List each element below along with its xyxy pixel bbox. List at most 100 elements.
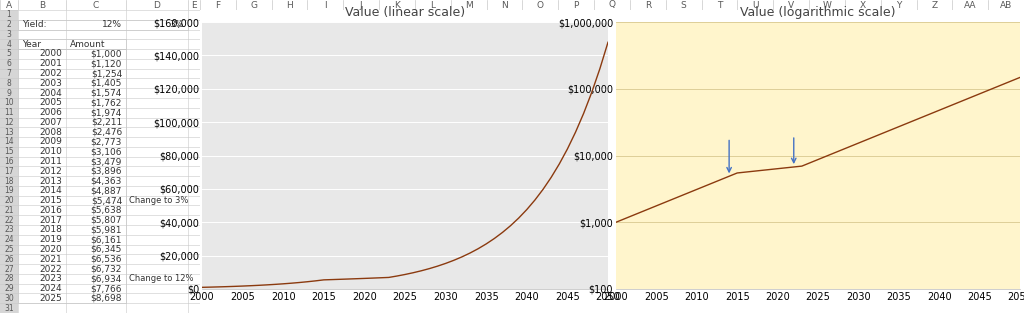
Text: $8,698: $8,698 (90, 294, 122, 303)
Text: $6,536: $6,536 (90, 255, 122, 264)
Text: B: B (39, 1, 45, 9)
Text: 2000: 2000 (39, 49, 62, 59)
Text: 2004: 2004 (39, 89, 62, 98)
Text: 26: 26 (4, 255, 13, 264)
Text: $1,254: $1,254 (91, 69, 122, 78)
Text: 2002: 2002 (39, 69, 62, 78)
Text: W: W (822, 1, 831, 9)
Text: 12: 12 (4, 118, 13, 127)
Text: $5,807: $5,807 (90, 216, 122, 225)
Text: 28: 28 (4, 274, 13, 283)
Text: F: F (215, 1, 220, 9)
Text: $6,732: $6,732 (91, 264, 122, 274)
Text: 18: 18 (4, 177, 13, 186)
Text: $1,120: $1,120 (91, 59, 122, 68)
Text: 23: 23 (4, 225, 13, 234)
Text: 2014: 2014 (39, 186, 62, 195)
Text: Yield:: Yield: (22, 20, 46, 29)
Text: $5,638: $5,638 (90, 206, 122, 215)
Text: C: C (93, 1, 99, 9)
Text: 2010: 2010 (39, 147, 62, 156)
Text: S: S (681, 1, 686, 9)
Text: 2008: 2008 (39, 128, 62, 137)
Text: $5,981: $5,981 (90, 225, 122, 234)
Text: 12%: 12% (102, 20, 122, 29)
Text: $4,363: $4,363 (91, 177, 122, 186)
Text: $2,773: $2,773 (91, 137, 122, 146)
Text: 2017: 2017 (39, 216, 62, 225)
Text: T: T (717, 1, 722, 9)
Text: 2020: 2020 (39, 245, 62, 254)
Text: $2,211: $2,211 (91, 118, 122, 127)
Text: 3: 3 (6, 30, 11, 39)
Text: L: L (430, 1, 435, 9)
Text: 16: 16 (4, 157, 13, 166)
Text: 1: 1 (6, 10, 11, 19)
Text: Year: Year (22, 40, 41, 49)
Text: $1,574: $1,574 (91, 89, 122, 98)
Text: $3,896: $3,896 (90, 167, 122, 176)
Text: $6,345: $6,345 (91, 245, 122, 254)
Text: E: E (191, 1, 197, 9)
Bar (18, 49, 126, 303)
Title: Value (logarithmic scale): Value (logarithmic scale) (740, 7, 896, 19)
Text: 2005: 2005 (39, 98, 62, 107)
Text: 2021: 2021 (39, 255, 62, 264)
Text: 2007: 2007 (39, 118, 62, 127)
Text: 2003: 2003 (39, 79, 62, 88)
Text: 19: 19 (4, 186, 13, 195)
Text: R: R (645, 1, 651, 9)
Text: 27: 27 (4, 264, 13, 274)
Text: 2016: 2016 (39, 206, 62, 215)
Text: Q: Q (608, 1, 615, 9)
Text: $5,474: $5,474 (91, 196, 122, 205)
Text: 24: 24 (4, 235, 13, 244)
Text: O: O (537, 1, 544, 9)
Text: N: N (501, 1, 508, 9)
Text: D: D (154, 1, 161, 9)
Text: 2011: 2011 (39, 157, 62, 166)
Text: Z: Z (932, 1, 938, 9)
Text: 2019: 2019 (39, 235, 62, 244)
Text: H: H (286, 1, 293, 9)
Title: Value (linear scale): Value (linear scale) (345, 7, 465, 19)
Text: 2012: 2012 (39, 167, 62, 176)
Text: 30: 30 (4, 294, 14, 303)
Text: 2006: 2006 (39, 108, 62, 117)
Text: $1,000: $1,000 (90, 49, 122, 59)
Text: 2022: 2022 (39, 264, 62, 274)
Text: $6,161: $6,161 (90, 235, 122, 244)
Text: 15: 15 (4, 147, 13, 156)
Text: 2024: 2024 (39, 284, 62, 293)
Text: AA: AA (964, 1, 977, 9)
Text: 2025: 2025 (39, 294, 62, 303)
Bar (18, 39, 126, 49)
Text: 2009: 2009 (39, 137, 62, 146)
Text: $4,887: $4,887 (91, 186, 122, 195)
Text: 31: 31 (4, 304, 13, 313)
Text: Amount: Amount (70, 40, 105, 49)
Text: 25: 25 (4, 245, 13, 254)
Text: 13: 13 (4, 128, 13, 137)
Text: $1,405: $1,405 (91, 79, 122, 88)
Text: $1,762: $1,762 (91, 98, 122, 107)
Text: J: J (359, 1, 362, 9)
Text: 2013: 2013 (39, 177, 62, 186)
Text: X: X (860, 1, 866, 9)
Text: $3,479: $3,479 (91, 157, 122, 166)
Text: 14: 14 (4, 137, 13, 146)
Text: 2023: 2023 (39, 274, 62, 283)
Text: V: V (788, 1, 795, 9)
Text: 21: 21 (4, 206, 13, 215)
Text: 11: 11 (4, 108, 13, 117)
Text: 5: 5 (6, 49, 11, 59)
Text: Y: Y (896, 1, 901, 9)
Text: 22: 22 (4, 216, 13, 225)
Text: Change to 3%: Change to 3% (129, 196, 188, 205)
Text: $3,106: $3,106 (90, 147, 122, 156)
Text: P: P (573, 1, 579, 9)
Text: A: A (6, 1, 12, 9)
Text: 8: 8 (6, 79, 11, 88)
Text: 6: 6 (6, 59, 11, 68)
Text: Change to 12%: Change to 12% (129, 274, 194, 283)
